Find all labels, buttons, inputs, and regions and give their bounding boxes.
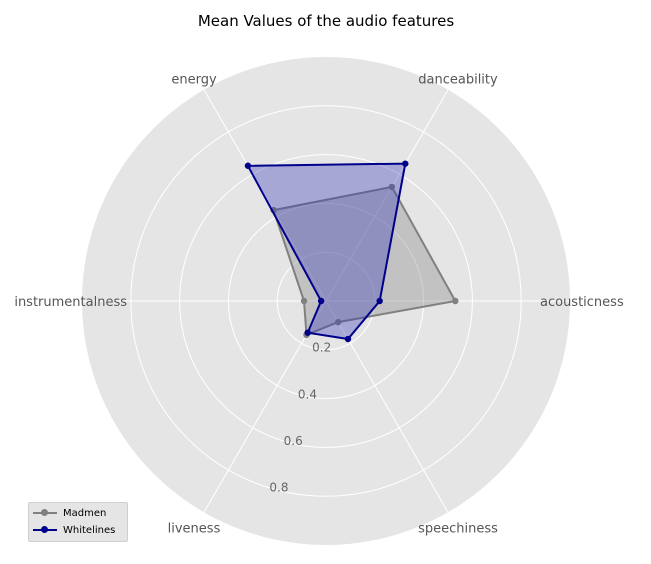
data-point-madmen: [335, 318, 342, 326]
grid-spoke: [325, 89, 449, 302]
axis-label-energy: energy: [171, 73, 217, 88]
series-layer: [244, 160, 459, 343]
data-point-whitelines: [317, 297, 325, 305]
data-point-whitelines: [244, 162, 252, 169]
r-tick-label: 0.8: [269, 481, 288, 495]
legend-swatch-madmen: [33, 508, 57, 518]
data-point-madmen: [388, 183, 396, 191]
legend-item-madmen: Madmen: [33, 505, 106, 521]
series-area-whitelines: [247, 163, 406, 339]
data-point-whitelines: [304, 329, 311, 336]
legend-item-whitelines: Whitelines: [33, 522, 115, 538]
axis-label-instrumentalness: instrumentalness: [14, 295, 127, 310]
chart-title: Mean Values of the audio features: [198, 12, 455, 30]
r-tick-label: 0.4: [298, 387, 317, 401]
r-tick-label: 0.2: [312, 341, 331, 355]
axis-label-liveness: liveness: [168, 521, 221, 536]
data-point-madmen: [300, 297, 308, 305]
axis-label-speechiness: speechiness: [418, 521, 498, 536]
data-point-whitelines: [344, 335, 352, 343]
legend-swatch-whitelines: [33, 525, 57, 535]
legend-label-whitelines: Whitelines: [63, 524, 116, 536]
legend-label-madmen: Madmen: [63, 507, 107, 519]
data-point-madmen: [452, 297, 459, 305]
tick-labels: 0.2 0.4 0.6 0.8: [269, 341, 331, 495]
r-tick-label: 0.6: [284, 434, 303, 448]
data-point-whitelines: [402, 160, 409, 167]
legend: Madmen Whitelines: [28, 502, 128, 542]
axis-label-danceability: danceability: [418, 73, 498, 88]
axis-labels: acousticness danceability energy instrument…: [14, 73, 624, 537]
data-point-whitelines: [376, 297, 383, 305]
axis-label-acousticness: acousticness: [540, 295, 624, 310]
grid-spoke: [325, 300, 449, 513]
